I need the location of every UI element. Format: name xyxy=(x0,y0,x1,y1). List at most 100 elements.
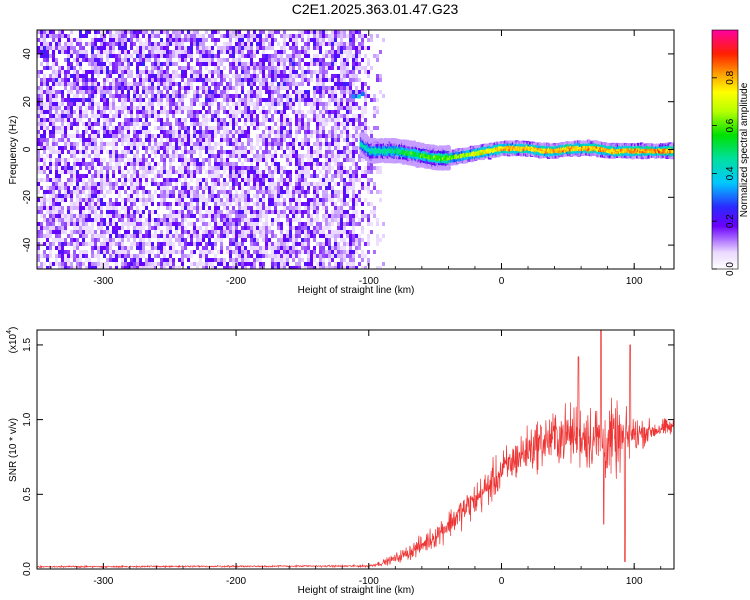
heatmap-cell xyxy=(79,42,82,46)
heatmap-cell xyxy=(40,142,43,146)
heatmap-cell xyxy=(289,98,292,102)
heatmap-cell xyxy=(133,238,136,242)
heatmap-cell xyxy=(40,186,43,190)
heatmap-cell xyxy=(118,98,121,102)
heatmap-cell xyxy=(313,114,316,118)
heatmap-cell xyxy=(91,218,94,222)
heatmap-cell xyxy=(295,202,298,206)
heatmap-cell xyxy=(328,110,331,114)
heatmap-cell xyxy=(325,254,328,258)
heatmap-cell xyxy=(169,254,172,258)
heatmap-cell xyxy=(64,134,67,138)
heatmap-cell xyxy=(223,106,226,110)
heatmap-cell xyxy=(352,66,355,70)
heatmap-cell xyxy=(298,34,301,38)
heatmap-cell xyxy=(235,58,238,62)
heatmap-cell xyxy=(181,30,184,34)
heatmap-cell xyxy=(202,82,205,86)
heatmap-cell xyxy=(280,254,283,258)
heatmap-cell xyxy=(82,254,85,258)
heatmap-cell xyxy=(172,90,175,94)
heatmap-cell xyxy=(229,246,232,250)
heatmap-cell xyxy=(64,74,67,78)
heatmap-cell xyxy=(67,242,70,246)
heatmap-cell xyxy=(76,242,79,246)
heatmap-cell xyxy=(244,198,247,202)
heatmap-cell xyxy=(316,38,319,42)
heatmap-cell xyxy=(85,202,88,206)
heatmap-cell xyxy=(67,62,70,66)
heatmap-cell xyxy=(64,114,67,118)
heatmap-cell xyxy=(199,54,202,58)
heatmap-cell xyxy=(298,74,301,78)
heatmap-cell xyxy=(232,258,235,262)
heatmap-cell xyxy=(124,250,127,254)
heatmap-cell xyxy=(61,186,64,190)
heatmap-cell xyxy=(196,170,199,174)
heatmap-cell xyxy=(346,58,349,62)
heatmap-cell xyxy=(187,210,190,214)
heatmap-cell xyxy=(271,154,274,158)
heatmap-cell xyxy=(178,266,181,269)
heatmap-cell xyxy=(73,74,76,78)
heatmap-cell xyxy=(274,266,277,269)
heatmap-cell xyxy=(109,70,112,74)
heatmap-cell xyxy=(64,170,67,174)
heatmap-cell xyxy=(46,238,49,242)
heatmap-cell xyxy=(319,234,322,238)
heatmap-cell xyxy=(70,46,73,50)
heatmap-cell xyxy=(130,118,133,122)
heatmap-cell xyxy=(130,150,133,154)
heatmap-cell xyxy=(229,106,232,110)
heatmap-cell xyxy=(304,134,307,138)
heatmap-cell xyxy=(331,66,334,70)
heatmap-cell xyxy=(247,82,250,86)
heatmap-cell xyxy=(331,258,334,262)
heatmap-cell xyxy=(301,138,304,142)
heatmap-cell xyxy=(199,46,202,50)
heatmap-cell xyxy=(97,58,100,62)
heatmap-cell xyxy=(268,166,271,170)
heatmap-cell xyxy=(112,242,115,246)
heatmap-cell xyxy=(268,118,271,122)
heatmap-cell xyxy=(205,86,208,90)
heatmap-cell xyxy=(286,154,289,158)
heatmap-cell xyxy=(64,194,67,198)
heatmap-cell xyxy=(181,70,184,74)
heatmap-cell xyxy=(202,250,205,254)
heatmap-cell xyxy=(91,78,94,82)
heatmap-cell xyxy=(184,46,187,50)
heatmap-cell xyxy=(43,194,46,198)
heatmap-cell xyxy=(232,138,235,142)
heatmap-cell xyxy=(178,66,181,70)
heatmap-cell xyxy=(154,150,157,154)
heatmap-cell xyxy=(325,266,328,269)
heatmap-cell xyxy=(307,250,310,254)
heatmap-cell xyxy=(214,246,217,250)
heatmap-cell xyxy=(73,230,76,234)
heatmap-cell xyxy=(340,94,343,98)
heatmap-cell xyxy=(238,46,241,50)
heatmap-cell xyxy=(295,74,298,78)
heatmap-cell xyxy=(235,178,238,182)
heatmap-cell xyxy=(223,258,226,262)
heatmap-cell xyxy=(274,190,277,194)
heatmap-cell xyxy=(352,214,355,218)
heatmap-cell xyxy=(169,94,172,98)
heatmap-cell xyxy=(322,38,325,42)
heatmap-cell xyxy=(88,170,91,174)
heatmap-cell xyxy=(352,138,355,142)
heatmap-cell xyxy=(286,238,289,242)
heatmap-cell xyxy=(187,38,190,42)
heatmap-cell xyxy=(340,90,343,94)
heatmap-cell xyxy=(46,98,49,102)
heatmap-cell xyxy=(109,158,112,162)
heatmap-cell xyxy=(85,166,88,170)
heatmap-cell xyxy=(229,194,232,198)
heatmap-cell xyxy=(295,62,298,66)
heatmap-cell xyxy=(139,78,142,82)
heatmap-cell xyxy=(361,170,364,174)
heatmap-cell xyxy=(340,70,343,74)
heatmap-cell xyxy=(226,222,229,226)
heatmap-cell xyxy=(223,74,226,78)
